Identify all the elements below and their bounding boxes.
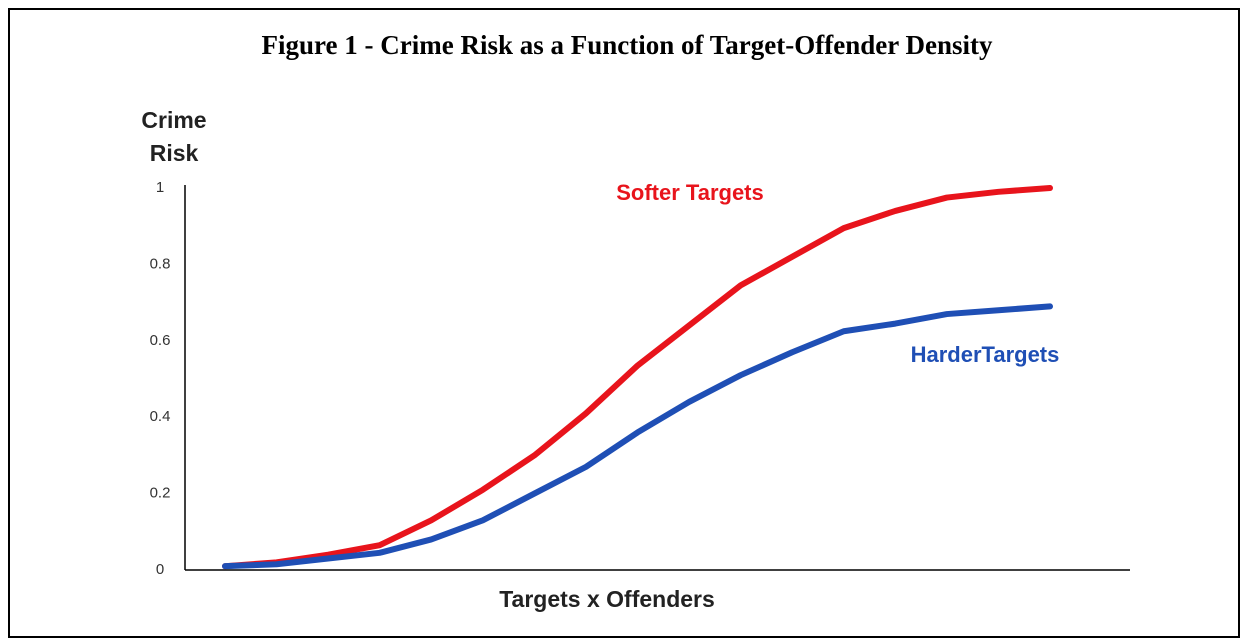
- y-tick-label: 1: [156, 179, 164, 196]
- x-axis-label: Targets x Offenders: [499, 586, 715, 612]
- y-tick-label: 0.6: [150, 332, 171, 349]
- y-tick-label: 0: [156, 561, 164, 578]
- chart-title: Figure 1 - Crime Risk as a Function of T…: [262, 30, 993, 60]
- y-tick-label: 0.8: [150, 255, 171, 272]
- line-series: [222, 303, 1053, 570]
- line-series: [222, 185, 1053, 570]
- y-axis-label: Crime Risk: [141, 107, 207, 166]
- series-label: Softer Targets: [616, 180, 764, 205]
- y-tick-label: 0.4: [150, 408, 171, 425]
- series-label: HarderTargets: [911, 342, 1060, 367]
- y-tick-label: 0.2: [150, 485, 171, 502]
